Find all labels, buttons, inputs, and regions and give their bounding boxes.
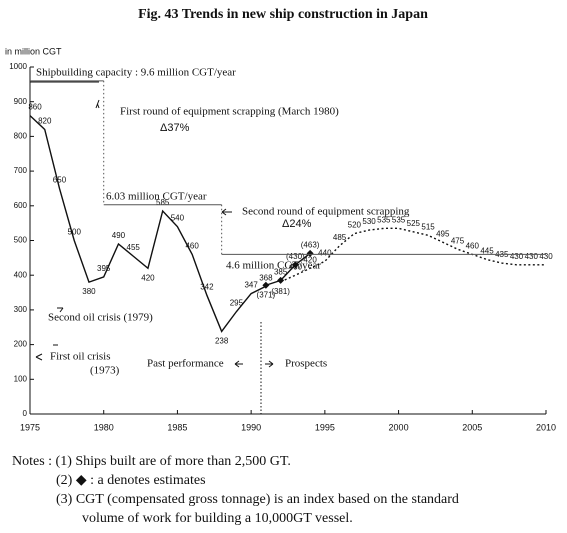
note: Notes : (1) Ships built are of more than… [12, 454, 291, 469]
data-label: 535 [377, 215, 391, 224]
y-tick-label: 400 [14, 270, 28, 279]
annotation: Second oil crisis (1979) [48, 312, 153, 324]
diamond-marker [306, 249, 314, 257]
annotation: (1973) [90, 365, 120, 377]
data-label: 380 [82, 287, 96, 296]
data-label: 342 [200, 282, 214, 291]
annotation: 6.03 million CGT/year [106, 191, 207, 203]
annotation: Δ24% [282, 218, 312, 230]
annotation: Past performance [147, 358, 224, 370]
chart-title: Fig. 43 Trends in new ship construction … [138, 7, 428, 22]
x-tick-label: 2005 [462, 422, 482, 432]
data-label: 430 [510, 252, 524, 261]
data-label: 650 [53, 176, 67, 185]
data-label: 238 [215, 337, 229, 346]
data-label: 420 [141, 273, 155, 282]
y-tick-label: 500 [14, 236, 28, 245]
note: volume of work for building a 10,000GT v… [82, 511, 353, 526]
data-label: 430 [539, 252, 553, 261]
x-tick-label: 1980 [94, 422, 114, 432]
data-label: 460 [185, 241, 199, 250]
y-tick-label: 300 [14, 305, 28, 314]
arrows [35, 99, 274, 368]
series-line [29, 115, 267, 333]
plot: 0 100 200 300 400 500 600 700 800 900 1000 1975 1980… [9, 62, 556, 432]
data-label: 347 [244, 281, 258, 290]
annotation: Δ37% [160, 122, 190, 134]
data-label: 490 [112, 231, 126, 240]
data-label: 368 [259, 273, 273, 282]
data-label: 585 [156, 198, 170, 207]
annotation: Prospects [285, 358, 327, 370]
diamond-marker [291, 261, 299, 269]
data-label: 445 [480, 247, 494, 256]
data-label: 430 [525, 252, 539, 261]
series-line [265, 252, 311, 286]
note: (3) CGT (compensated gross tonnage) is a… [56, 492, 459, 507]
annotation: 4.6 million CGT/year [226, 260, 321, 272]
data-label: 420 [303, 255, 317, 264]
note: (2) ◆ : a denotes estimates [56, 473, 206, 488]
diamond-marker [277, 276, 285, 284]
data-label: (371) [257, 290, 276, 299]
annotation: Second round of equipment scrapping [242, 206, 410, 218]
y-tick-label: 600 [14, 201, 28, 210]
y-tick-label: 800 [14, 132, 28, 141]
x-tick-label: 1975 [20, 422, 40, 432]
data-label: 495 [436, 229, 450, 238]
diamond-marker [262, 281, 270, 289]
data-label: (381) [271, 287, 290, 296]
data-label: 395 [97, 264, 111, 273]
annotation: Shipbuilding capacity : 9.6 million CGT/… [36, 67, 236, 79]
y-tick-label: 0 [23, 409, 28, 418]
x-tick-label: 1990 [241, 422, 261, 432]
y-tick-label: 1000 [9, 62, 27, 71]
y-tick-label: 700 [14, 166, 28, 175]
annotation: First round of equipment scrapping (Marc… [120, 106, 339, 118]
y-tick-label: 900 [14, 97, 28, 106]
data-label: 525 [407, 219, 421, 228]
data-label: 440 [318, 248, 332, 257]
y-tick-label: 100 [14, 374, 28, 383]
data-label: 295 [230, 299, 244, 308]
data-label: 540 [171, 214, 185, 223]
data-label: 820 [38, 117, 52, 126]
y-axis-label: in million CGT [5, 46, 62, 56]
data-label: 385 [274, 268, 288, 277]
x-tick-label: 2010 [536, 422, 556, 432]
annotation: First oil crisis [50, 351, 111, 363]
data-label: 515 [421, 222, 435, 231]
x-tick-label: 1995 [315, 422, 335, 432]
x-tick-label: 2000 [389, 422, 409, 432]
data-label: (430) [286, 252, 305, 261]
data-label: 485 [333, 233, 347, 242]
data-label: 535 [392, 215, 406, 224]
y-tick-label: 200 [14, 340, 28, 349]
data-label: 460 [466, 241, 480, 250]
data-label: 475 [451, 236, 465, 245]
series-line [280, 227, 546, 283]
data-label: 455 [127, 243, 141, 252]
data-label: 530 [362, 217, 376, 226]
data-label: 860 [28, 103, 42, 112]
data-label: 400 [289, 262, 303, 271]
data-label: (463) [301, 240, 320, 249]
x-tick-label: 1985 [167, 422, 187, 432]
data-label: 520 [348, 221, 362, 230]
data-label: 500 [68, 228, 82, 237]
